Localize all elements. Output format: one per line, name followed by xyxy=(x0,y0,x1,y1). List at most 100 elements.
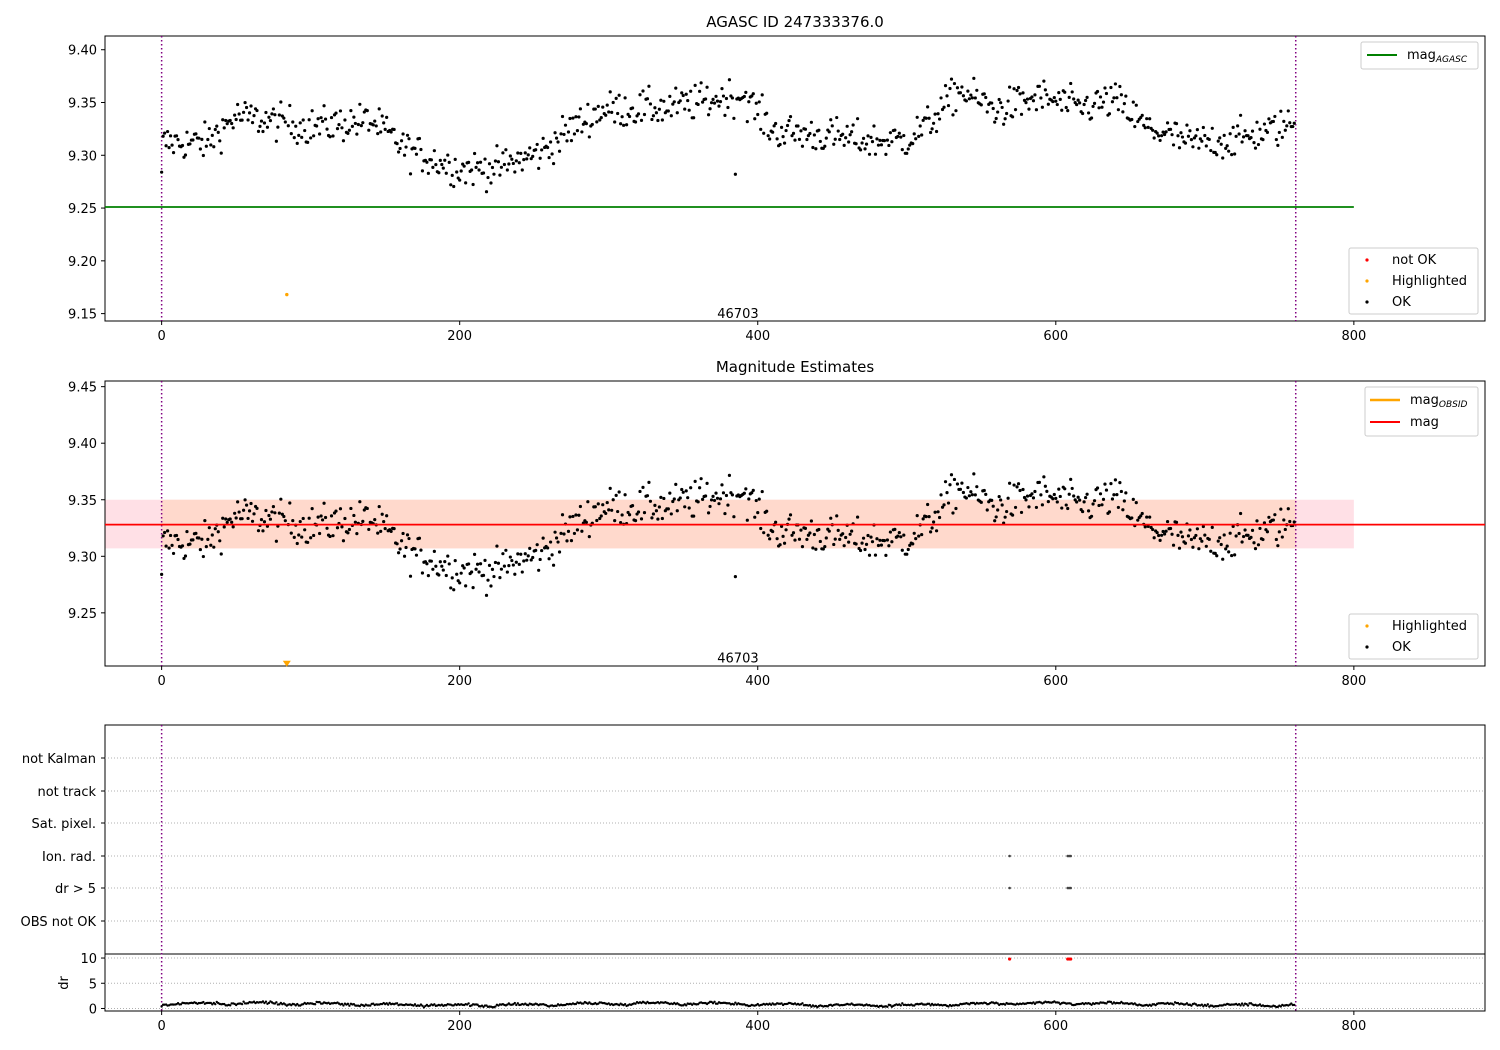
ok-point xyxy=(1012,483,1016,487)
ok-point xyxy=(596,104,600,108)
magnitude-points-legend[interactable]: Highlighted OK xyxy=(1348,613,1479,660)
ok-point xyxy=(993,519,997,523)
ok-point xyxy=(434,564,438,568)
ok-point xyxy=(1019,510,1024,515)
ok-point xyxy=(821,547,825,551)
ok-point xyxy=(855,515,860,519)
ok-point xyxy=(1025,494,1030,498)
ok-point xyxy=(523,552,527,556)
agasc-line-legend[interactable]: magAGASC xyxy=(1360,41,1479,70)
ok-point xyxy=(538,557,542,562)
ok-point xyxy=(1092,499,1097,503)
ok-point xyxy=(1279,507,1283,511)
dr-point xyxy=(516,1002,520,1005)
ok-point xyxy=(624,123,629,127)
ok-point xyxy=(762,531,766,535)
y-tick-label: 0 xyxy=(89,1002,97,1017)
ok-point xyxy=(167,546,171,550)
ok-point xyxy=(203,120,207,124)
ok-point xyxy=(994,515,998,519)
ok-point xyxy=(440,162,444,167)
ok-point xyxy=(709,101,714,105)
ok-point xyxy=(510,558,514,563)
ok-point xyxy=(231,525,235,529)
legend-mag-label: mag xyxy=(1410,415,1439,430)
ok-point xyxy=(824,536,828,540)
dr-point xyxy=(1185,1002,1189,1005)
ok-point xyxy=(323,515,328,520)
ok-point xyxy=(528,146,532,150)
ok-point xyxy=(319,116,323,120)
ok-point xyxy=(936,112,940,116)
ok-point xyxy=(1151,128,1155,132)
ok-point xyxy=(546,145,550,150)
ok-point xyxy=(1024,498,1028,502)
ok-point xyxy=(714,94,718,98)
ok-point xyxy=(823,545,827,549)
ok-point xyxy=(991,106,995,111)
ok-point xyxy=(298,519,302,524)
dr-point xyxy=(413,1003,417,1006)
ok-point xyxy=(760,489,764,494)
ok-point xyxy=(1271,119,1275,124)
ok-point xyxy=(912,132,916,136)
ok-point xyxy=(1027,107,1031,111)
ok-point xyxy=(1121,110,1125,114)
ok-point xyxy=(745,518,749,522)
dr-point xyxy=(1240,1002,1244,1005)
magnitude-line-legend[interactable]: magOBSID mag xyxy=(1364,386,1479,437)
ok-point xyxy=(1283,527,1287,532)
ok-point xyxy=(1051,99,1055,104)
ok-point xyxy=(657,505,661,509)
ok-point xyxy=(580,529,584,533)
ok-point xyxy=(604,511,608,516)
ok-point xyxy=(572,132,577,136)
ok-point xyxy=(993,120,997,124)
ok-point xyxy=(315,124,319,128)
ok-point xyxy=(453,559,457,563)
ok-point xyxy=(893,527,897,531)
ok-point xyxy=(540,548,544,553)
x-tick-label: 800 xyxy=(1341,674,1366,689)
ok-point xyxy=(827,130,831,134)
ok-point xyxy=(1195,128,1199,132)
ok-point xyxy=(754,498,758,503)
ok-point xyxy=(990,101,994,105)
ok-point xyxy=(718,497,723,501)
ok-point xyxy=(964,99,968,103)
ok-point xyxy=(1207,537,1211,541)
flag-category-label: Ion. rad. xyxy=(42,850,96,865)
ok-point xyxy=(936,510,940,514)
ok-point xyxy=(656,517,660,521)
ok-point xyxy=(382,519,386,524)
ok-point xyxy=(630,504,635,508)
dr-point xyxy=(927,1002,931,1005)
ok-point xyxy=(1021,487,1025,492)
ok-point xyxy=(490,567,495,572)
ok-point xyxy=(1230,153,1234,157)
ok-point xyxy=(188,542,192,546)
ok-point xyxy=(775,537,779,541)
ok-point xyxy=(322,104,326,108)
ok-point xyxy=(1170,532,1174,536)
agasc-points-legend[interactable]: not OK Highlighted OK xyxy=(1348,247,1479,315)
ok-point xyxy=(757,100,761,104)
ok-point xyxy=(529,558,533,562)
ok-point xyxy=(548,540,553,544)
ok-point xyxy=(231,126,235,130)
ok-point xyxy=(358,500,362,504)
ok-point xyxy=(1277,530,1281,534)
ok-point xyxy=(803,526,808,530)
ok-point xyxy=(1291,124,1295,129)
ok-point xyxy=(945,94,949,98)
ok-point xyxy=(878,138,882,142)
ok-point xyxy=(241,508,246,512)
ok-point xyxy=(1273,513,1277,517)
agasc-panel: AGASC ID 247333376.0 9.15 9.20 9.25 9.30 9.3… xyxy=(68,13,1486,344)
ok-point xyxy=(1192,536,1196,540)
ok-point xyxy=(832,142,836,146)
ok-point xyxy=(171,551,176,556)
ok-point xyxy=(233,113,237,117)
ok-point xyxy=(493,159,498,163)
ok-point xyxy=(279,100,283,104)
